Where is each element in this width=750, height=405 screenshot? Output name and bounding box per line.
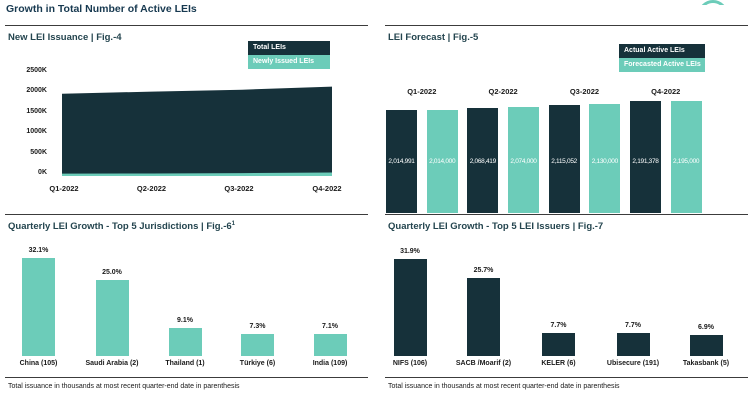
fig7-bar-3	[542, 332, 575, 356]
fig7-footnote-box: Total issuance in thousands at most rece…	[385, 377, 748, 390]
fig5-bar-value-label: 2,014,991	[388, 158, 415, 165]
panel-lei-forecast: LEI Forecast | Fig.-5 Actual Active LEIs…	[385, 25, 748, 215]
fig4-ytick: 2000K	[26, 87, 47, 95]
fig5-bar-value-label: 2,074,000	[510, 158, 537, 165]
fig6-category-label: Saudi Arabia (2)	[85, 360, 139, 367]
panel-new-lei-issuance: New LEI Issuance | Fig.-4 Total LEIs New…	[5, 25, 368, 215]
fig6-pct-label: 25.0%	[102, 268, 122, 276]
fig7-bar-1	[393, 259, 427, 356]
fig6-footnote-box: Total issuance in thousands at most rece…	[5, 377, 368, 390]
fig4-area-chart	[62, 73, 332, 177]
legend-item-newly-issued-leis: Newly Issued LEIs	[248, 55, 330, 69]
fig6-bar-5	[313, 334, 347, 356]
panel-title-fig7: Quarterly LEI Growth - Top 5 LEI Issuers…	[388, 221, 604, 232]
fig5-bar-forecast-Q2-2022: 2,074,000	[508, 107, 539, 213]
fig7-bar-2	[467, 277, 500, 356]
legend-fig5: Actual Active LEIs Forecasted Active LEI…	[619, 44, 705, 72]
fig4-x-axis: Q1-2022 Q2-2022 Q3-2022 Q4-2022	[5, 184, 368, 196]
fig5-grouped-bar-chart: 2,014,991 2,014,000 Q1-2022 2,068,419 2,074,…	[385, 26, 748, 213]
fig7-category-label: NIFS (106)	[392, 360, 428, 367]
fig6-footnote: Total issuance in thousands at most rece…	[8, 383, 240, 390]
fig6-bar-2	[95, 279, 129, 356]
fig5-bar-value-label: 2,068,419	[469, 158, 497, 165]
fig4-ytick: 1000K	[26, 128, 47, 136]
panel-title-fig6: Quarterly LEI Growth - Top 5 Jurisdictio…	[8, 221, 235, 232]
fig7-pct-label: 7.7%	[550, 321, 567, 329]
fig5-bar-value-label: 2,130,000	[591, 158, 619, 165]
fig7-pct-label: 6.9%	[698, 324, 714, 331]
fig6-category-label: Thailand (1)	[165, 360, 205, 367]
fig5-bar-actual-Q2-2022: 2,068,419	[467, 107, 499, 213]
brand-logo-arc-icon	[697, 0, 733, 5]
fig5-bar-value-label: 2,195,000	[672, 158, 700, 165]
fig4-ytick: 2500K	[26, 67, 47, 74]
fig4-xtick: Q4-2022	[312, 184, 342, 193]
fig5-bar-actual-Q4-2022: 2,191,378	[630, 101, 661, 213]
fig4-xtick: Q3-2022	[224, 184, 254, 193]
fig5-bar-forecast-Q3-2022: 2,130,000	[589, 104, 621, 213]
fig7-bar-4	[616, 332, 650, 356]
legend-item-forecasted-active-leis: Forecasted Active LEIs	[619, 58, 705, 72]
fig4-xtick: Q2-2022	[136, 184, 167, 193]
fig7-category-label: Ubisecure (191)	[606, 360, 660, 367]
fig6-pct-label: 7.3%	[249, 322, 266, 330]
panel-title-fig4: New LEI Issuance | Fig.-4	[8, 32, 122, 43]
page-title: Growth in Total Number of Active LEIs	[6, 3, 197, 15]
fig4-y-axis: 2500K 2000K 1500K 1000K 500K 0K	[17, 67, 47, 187]
fig5-bar-value-label: 2,115,052	[551, 158, 577, 165]
fig7-bar-5	[689, 335, 723, 356]
fig7-pct-label: 7.7%	[625, 321, 641, 329]
fig5-bar-value-label: 2,014,000	[429, 158, 456, 165]
panel-top5-lei-issuers: Quarterly LEI Growth - Top 5 LEI Issuers…	[385, 214, 748, 405]
fig7-pct-label: 31.9%	[400, 248, 420, 255]
fig5-bar-value-label: 2,191,378	[632, 158, 659, 165]
fig7-category-label: KELER (6)	[541, 360, 576, 367]
legend-fig4: Total LEIs Newly Issued LEIs	[248, 41, 330, 69]
fig7-pct-label: 25.7%	[473, 266, 494, 274]
panel-title-fig5: LEI Forecast | Fig.-5	[388, 32, 479, 43]
fig7-footnote: Total issuance in thousands at most rece…	[388, 383, 620, 390]
fig6-pct-label: 9.1%	[177, 317, 193, 325]
fig6-bar-chart: 32.1% China (105) 25.0% Saudi Arabia (2) 9.1…	[5, 215, 368, 375]
fig6-category-label: China (105)	[19, 360, 58, 367]
panel-title-fig6-text: Quarterly LEI Growth - Top 5 Jurisdictio…	[8, 221, 232, 233]
area-series-0	[62, 86, 332, 176]
fig5-bar-actual-Q1-2022: 2,014,991	[386, 110, 417, 213]
fig5-bar-actual-Q3-2022: 2,115,052	[548, 105, 580, 213]
fig6-pct-label: 32.1%	[28, 247, 49, 254]
fig5-bar-forecast-Q4-2022: 2,195,000	[670, 101, 702, 213]
fig4-ytick: 0K	[38, 169, 47, 176]
fig4-ytick: 500K	[30, 148, 47, 156]
fig6-bar-3	[168, 328, 202, 356]
fig5-quarter-label: Q1-2022	[407, 87, 437, 96]
fig4-xtick: Q1-2022	[49, 184, 79, 193]
panel-title-fig6-superscript: 1	[231, 221, 235, 227]
fig7-category-label: Takasbank (5)	[682, 360, 730, 367]
fig5-quarter-label: Q3-2022	[569, 87, 600, 96]
area-series-1	[62, 172, 332, 176]
fig5-quarter-label: Q2-2022	[488, 87, 518, 96]
fig5-bar-forecast-Q1-2022: 2,014,000	[426, 110, 458, 213]
fig7-category-label: SACB /Moarif (2)	[455, 360, 512, 367]
fig6-category-label: India (109)	[312, 360, 348, 367]
fig7-bar-chart: 31.9% NIFS (106) 25.7% SACB /Moarif (2) 7.7%…	[385, 215, 748, 375]
fig6-bar-1	[22, 258, 55, 356]
fig6-bar-4	[241, 333, 274, 356]
fig6-category-label: Türkiye (6)	[239, 360, 276, 367]
fig6-pct-label: 7.1%	[322, 323, 338, 331]
legend-item-total-leis: Total LEIs	[248, 41, 330, 55]
fig5-quarter-label: Q4-2022	[651, 87, 681, 96]
panel-top5-jurisdictions: Quarterly LEI Growth - Top 5 Jurisdictio…	[5, 214, 368, 405]
fig4-ytick: 1500K	[26, 107, 47, 115]
legend-item-actual-active-leis: Actual Active LEIs	[619, 44, 705, 58]
